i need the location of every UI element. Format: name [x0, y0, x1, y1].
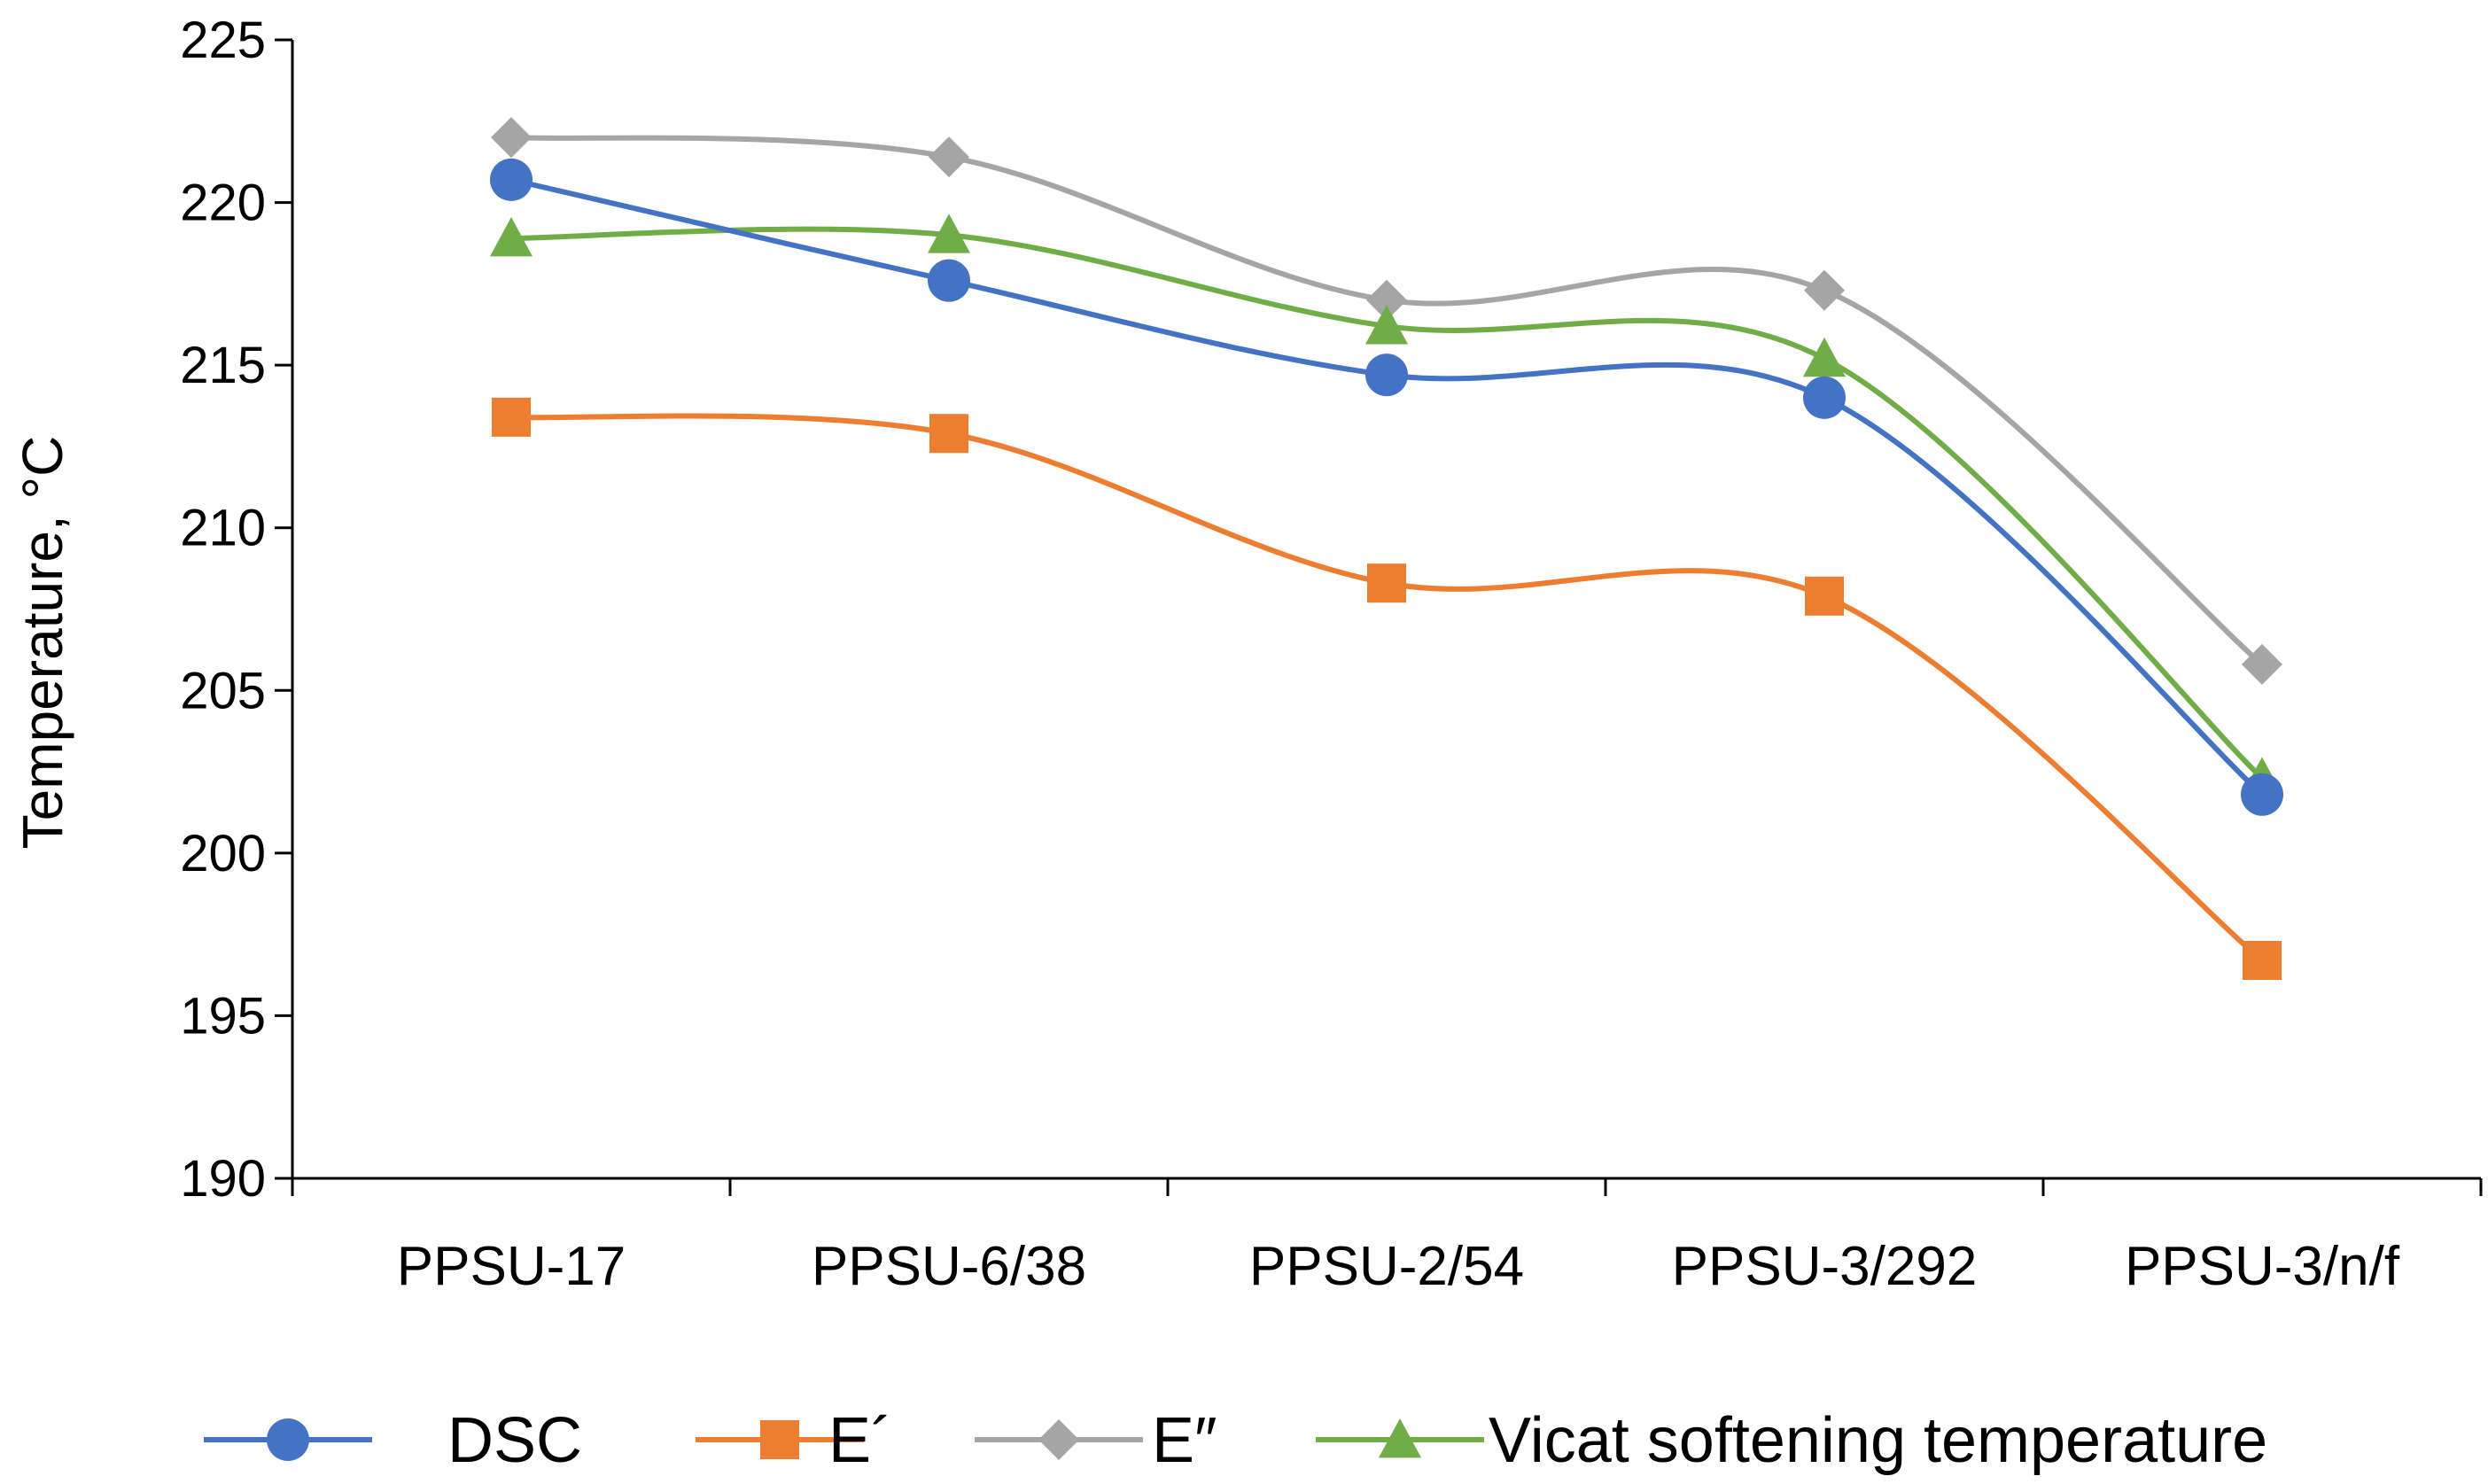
data-point-diamond	[2242, 643, 2282, 685]
legend-marker-diamond	[1038, 1419, 1079, 1460]
data-point-square	[929, 414, 968, 454]
series-line-0	[510, 176, 2265, 796]
y-tick-label: 190	[180, 1150, 266, 1208]
data-point-square	[2243, 941, 2282, 981]
x-tick-label: PPSU-17	[397, 1236, 626, 1297]
data-point-square	[1367, 563, 1406, 603]
y-tick-label: 200	[180, 825, 266, 882]
legend: DSC E´ E″ Vicat softening temperature	[204, 1405, 2267, 1476]
data-point-diamond	[929, 136, 969, 178]
data-point-diamond	[1804, 269, 1845, 311]
data-point-triangle	[1365, 305, 1408, 345]
data-point-triangle	[1803, 337, 1846, 377]
data-point-diamond	[491, 117, 532, 159]
x-tick-label: PPSU-2/54	[1249, 1236, 1524, 1297]
plot-area: 190 195 200 205 210 215 220 225 PPSU-17 PPSU-6/38…	[180, 12, 2483, 1297]
data-point-circle	[928, 259, 970, 302]
legend-label: E″	[1152, 1405, 1217, 1476]
y-tick-label: 210	[180, 500, 266, 557]
data-point-circle	[1365, 354, 1408, 397]
y-axis-title: Temperature, °C	[11, 436, 74, 850]
legend-label: Vicat softening temperature	[1489, 1405, 2267, 1476]
y-tick-label: 215	[180, 337, 266, 394]
data-point-circle	[1803, 376, 1846, 419]
data-point-circle	[490, 158, 533, 201]
x-tick-label: PPSU-3/292	[1672, 1236, 1978, 1297]
y-tick-label: 195	[180, 987, 266, 1045]
legend-marker-square	[760, 1420, 799, 1459]
y-tick-label: 205	[180, 662, 266, 719]
y-tick-label: 220	[180, 175, 266, 232]
data-point-square	[1805, 576, 1844, 616]
data-point-triangle	[490, 216, 533, 257]
data-point-triangle	[928, 214, 970, 253]
data-point-circle	[2241, 773, 2283, 816]
y-tick-label: 225	[180, 12, 266, 69]
legend-label: DSC	[447, 1405, 582, 1476]
data-point-diamond	[1366, 279, 1407, 321]
legend-label: E´	[828, 1405, 892, 1476]
x-tick-label: PPSU-3/n/f	[2125, 1236, 2400, 1297]
legend-marker-circle	[267, 1418, 309, 1461]
legend-marker-triangle	[1379, 1418, 1421, 1458]
x-tick-label: PPSU-6/38	[812, 1236, 1086, 1297]
data-point-square	[492, 397, 531, 437]
series-line-3	[510, 226, 2265, 781]
